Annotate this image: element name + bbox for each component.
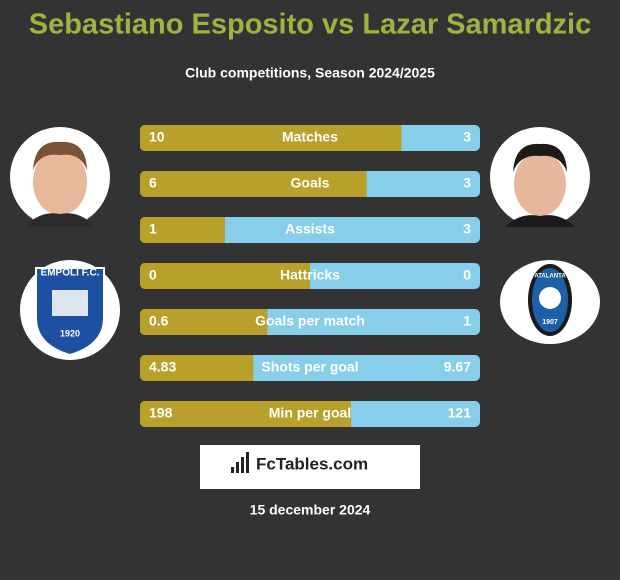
player-photo-left bbox=[10, 127, 110, 227]
bar-left-edge bbox=[360, 171, 367, 197]
bar-left bbox=[140, 171, 367, 197]
stat-label: Goals per match bbox=[255, 313, 365, 329]
value-left: 0 bbox=[149, 267, 157, 283]
badge-year: 1907 bbox=[542, 319, 558, 326]
bar-left bbox=[140, 309, 268, 335]
bar-left bbox=[140, 263, 310, 289]
value-right: 3 bbox=[463, 175, 471, 191]
value-left: 1 bbox=[149, 221, 157, 237]
bar-left bbox=[140, 217, 225, 243]
stat-label: Shots per goal bbox=[261, 359, 358, 375]
date: 15 december 2024 bbox=[250, 502, 371, 518]
player-photo-right bbox=[490, 127, 590, 227]
bar-left-edge bbox=[395, 125, 402, 151]
value-right: 1 bbox=[463, 313, 471, 329]
badge-name: EMPOLI F.C. bbox=[41, 268, 100, 279]
value-left: 6 bbox=[149, 175, 157, 191]
club-badge-right: ATALANTA 1907 bbox=[500, 260, 600, 344]
bar-left-edge bbox=[219, 217, 225, 243]
value-left: 0.6 bbox=[149, 313, 169, 329]
bar-left-edge bbox=[247, 355, 254, 381]
value-right: 0 bbox=[463, 267, 471, 283]
value-right: 121 bbox=[448, 405, 472, 421]
value-right: 9.67 bbox=[444, 359, 471, 375]
value-left: 198 bbox=[149, 405, 173, 421]
stat-label: Goals bbox=[291, 175, 330, 191]
stat-label: Matches bbox=[282, 129, 338, 145]
bar-left bbox=[140, 355, 254, 381]
stat-label: Hattricks bbox=[280, 267, 340, 283]
bar-left-edge bbox=[261, 309, 268, 335]
stat-label: Assists bbox=[285, 221, 335, 237]
bar-left bbox=[140, 125, 402, 151]
badge-name: ATALANTA bbox=[534, 274, 566, 280]
subtitle: Club competitions, Season 2024/2025 bbox=[185, 65, 435, 81]
brand: FcTables.com bbox=[256, 454, 368, 473]
bar-left-edge bbox=[345, 401, 352, 427]
stat-rows: 10 Matches 3 6 Goals 3 1 Assists 3 0 Hattricks 0 0.6… bbox=[140, 125, 480, 427]
brand-icon bbox=[231, 452, 249, 473]
stat-label: Min per goal bbox=[269, 405, 351, 421]
value-right: 3 bbox=[463, 129, 471, 145]
value-left: 10 bbox=[149, 129, 165, 145]
value-left: 4.83 bbox=[149, 359, 176, 375]
bar-left-edge bbox=[304, 263, 310, 289]
value-right: 3 bbox=[463, 221, 471, 237]
club-badge-left: EMPOLI F.C. 1920 bbox=[20, 260, 120, 360]
badge-year: 1920 bbox=[60, 328, 80, 338]
title: Sebastiano Esposito vs Lazar Samardzic bbox=[29, 9, 591, 41]
bar-left bbox=[140, 401, 352, 427]
